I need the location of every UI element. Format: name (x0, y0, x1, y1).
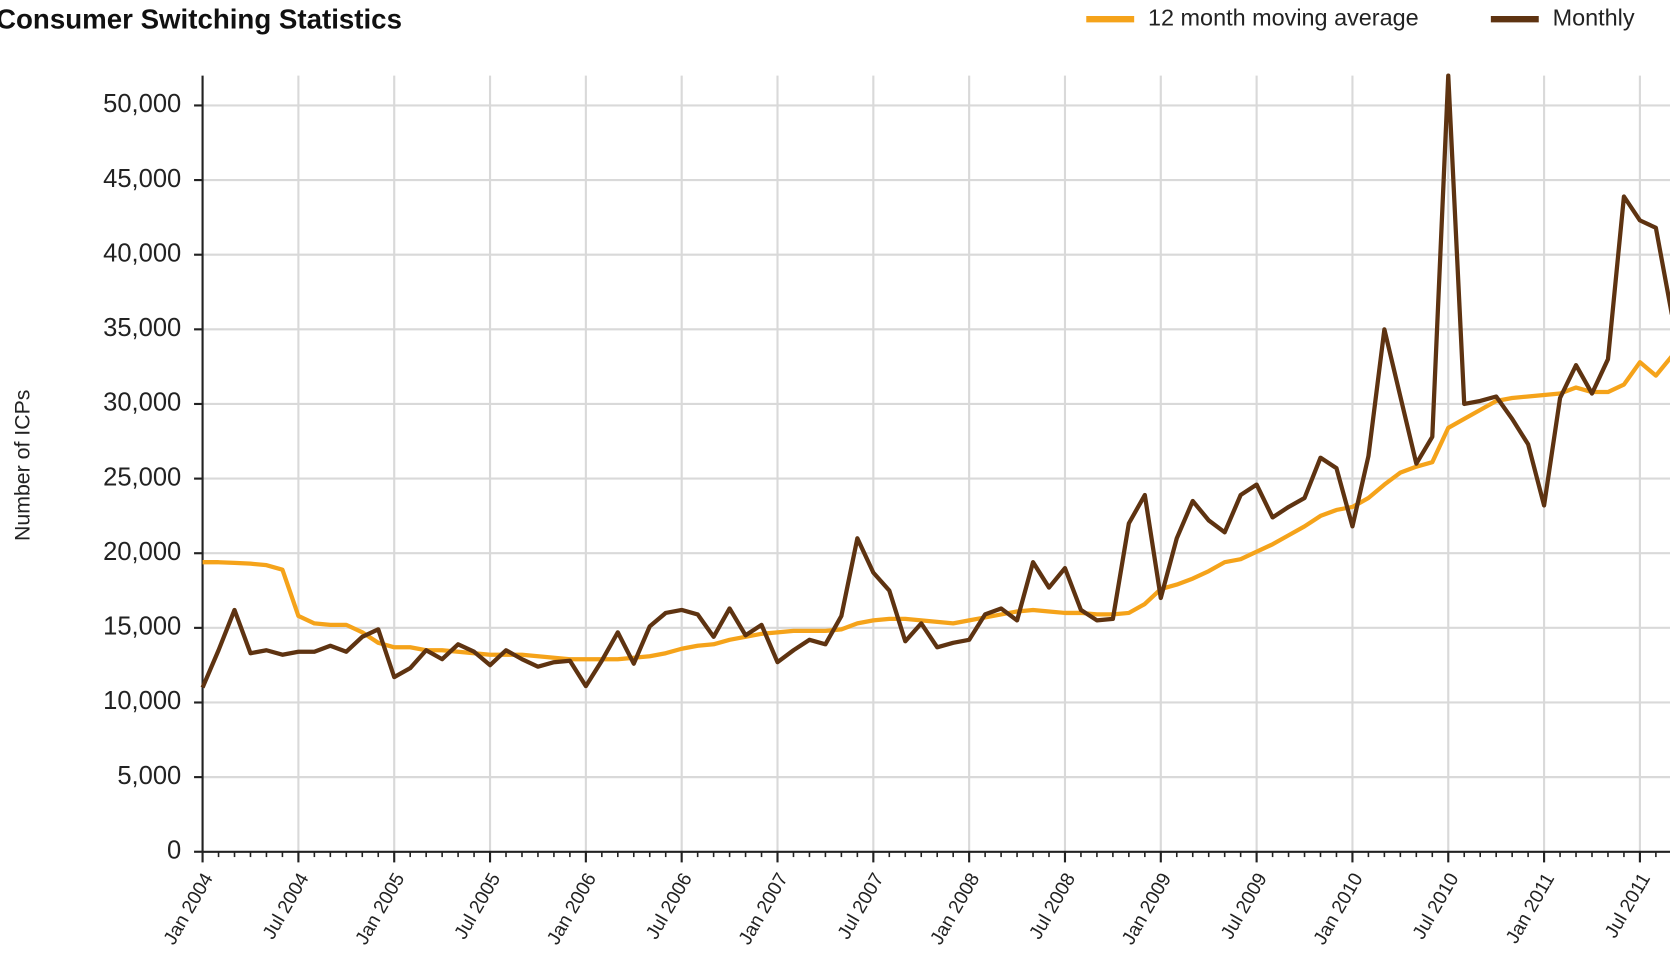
x-tick-label: Jul 2008 (1026, 870, 1080, 943)
y-tick-label: 40,000 (103, 239, 181, 267)
x-tick-label: Jan 2008 (927, 870, 985, 949)
x-tick-label: Jan 2005 (352, 870, 410, 949)
series-line (200, 73, 1670, 689)
y-tick-label: 10,000 (103, 687, 181, 715)
series-line (202, 355, 1670, 662)
x-tick-label: Jul 2005 (451, 870, 505, 943)
x-tick-label: Jan 2007 (735, 870, 793, 949)
chart-title: Consumer Switching Statistics (0, 4, 402, 35)
y-tick-label: 15,000 (103, 613, 181, 641)
x-tick-label: Jul 2004 (259, 869, 314, 943)
x-tick-label: Jul 2006 (642, 870, 696, 943)
y-tick-label: 30,000 (103, 389, 181, 417)
x-tick-label: Jul 2011 (1601, 870, 1655, 942)
y-tick-label: 50,000 (103, 90, 181, 118)
x-tick-label: Jul 2007 (834, 870, 888, 943)
x-tick-label: Jan 2010 (1310, 870, 1368, 949)
y-tick-label: 0 (167, 837, 181, 865)
x-tick-label: Jan 2009 (1118, 870, 1176, 949)
y-tick-label: 45,000 (103, 165, 181, 193)
y-tick-label: 35,000 (103, 314, 181, 342)
x-tick-label: Jul 2009 (1217, 870, 1271, 943)
legend-label: Monthly (1553, 4, 1635, 30)
y-tick-label: 20,000 (103, 538, 181, 566)
y-tick-label: 5,000 (117, 762, 181, 790)
y-axis-label: Number of ICPs (10, 390, 34, 541)
x-tick-label: Jan 2006 (543, 870, 601, 949)
x-tick-label: Jul 2010 (1409, 870, 1463, 943)
x-tick-label: Jan 2004 (160, 869, 218, 948)
y-tick-label: 25,000 (103, 463, 181, 491)
legend-label: 12 month moving average (1148, 4, 1419, 30)
x-tick-label: Jan 2011 (1502, 870, 1559, 948)
